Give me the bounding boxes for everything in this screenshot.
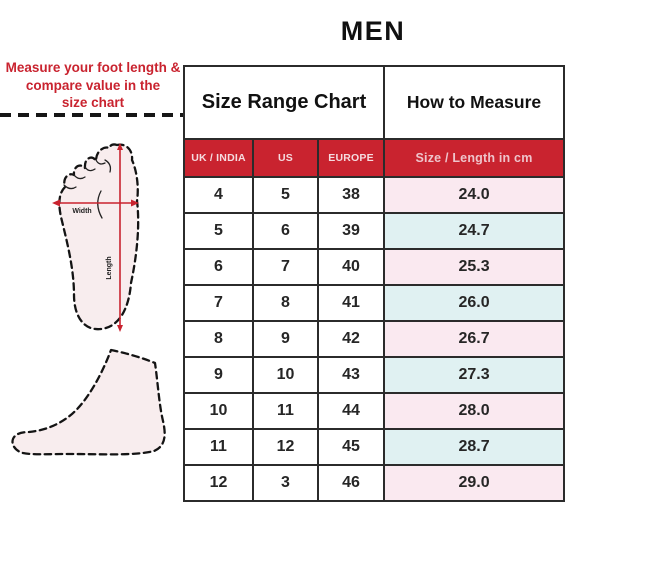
uk-india-cell: 6 (183, 248, 254, 286)
europe-cell: 38 (316, 176, 386, 214)
table-row: 5 6 39 24.7 (183, 212, 566, 250)
table-row: 11 12 45 28.7 (183, 428, 566, 466)
length-cm-cell: 24.7 (383, 212, 566, 250)
us-cell: 11 (252, 392, 319, 430)
col-header-europe: EUROPE (316, 138, 386, 178)
toe-creases (63, 159, 112, 190)
uk-india-cell: 10 (183, 392, 254, 430)
uk-india-cell: 9 (183, 356, 254, 394)
us-cell: 8 (252, 284, 319, 322)
dashed-divider (0, 113, 185, 117)
foot-side-view-illustration (11, 348, 166, 456)
col-header-us: US (252, 138, 319, 178)
us-cell: 7 (252, 248, 319, 286)
width-label: Width (72, 208, 91, 215)
length-cm-cell: 26.7 (383, 320, 566, 358)
instruction-line-1: Measure your foot length & (5, 60, 181, 75)
us-cell: 12 (252, 428, 319, 466)
table-row: 7 8 41 26.0 (183, 284, 566, 322)
europe-cell: 39 (316, 212, 386, 250)
width-arrow (52, 199, 139, 207)
foot-top-view-illustration: Width Length (52, 143, 140, 332)
table-column-header-row: UK / INDIA US EUROPE Size / Length in cm (183, 138, 566, 178)
table-row: 10 11 44 28.0 (183, 392, 566, 430)
size-table: Size Range Chart How to Measure UK / IND… (182, 65, 566, 502)
foot-outline (58, 143, 140, 331)
uk-india-cell: 8 (183, 320, 254, 358)
length-cm-cell: 27.3 (383, 356, 566, 394)
us-cell: 6 (252, 212, 319, 250)
table-row: 4 5 38 24.0 (183, 176, 566, 214)
europe-cell: 44 (316, 392, 386, 430)
instruction-line-3: size chart (61, 95, 125, 110)
uk-india-cell: 4 (183, 176, 254, 214)
col-header-length-cm: Size / Length in cm (383, 138, 566, 178)
how-to-measure-header: How to Measure (383, 65, 566, 140)
length-cm-cell: 28.0 (383, 392, 566, 430)
size-range-chart-header: Size Range Chart (182, 65, 386, 140)
size-table-body: 4 5 38 24.0 5 6 39 24.7 6 7 40 25.3 7 8 41 26.0 8 9 42 26.7… (183, 176, 566, 502)
europe-cell: 43 (316, 356, 386, 394)
length-cm-cell: 24.0 (383, 176, 566, 214)
us-cell: 9 (252, 320, 319, 358)
table-row: 12 3 46 29.0 (183, 464, 566, 502)
length-label: Length (106, 256, 113, 279)
foot-side-outline (11, 348, 166, 456)
col-header-uk-india: UK / INDIA (183, 138, 254, 178)
table-group-header-row: Size Range Chart How to Measure (182, 65, 566, 140)
length-cm-cell: 26.0 (383, 284, 566, 322)
uk-india-cell: 11 (183, 428, 254, 466)
europe-cell: 40 (316, 248, 386, 286)
instruction-text: Measure your foot length & compare value… (0, 59, 186, 112)
us-cell: 10 (252, 356, 319, 394)
table-row: 8 9 42 26.7 (183, 320, 566, 358)
europe-cell: 42 (316, 320, 386, 358)
europe-cell: 41 (316, 284, 386, 322)
europe-cell: 45 (316, 428, 386, 466)
us-cell: 3 (252, 464, 319, 502)
uk-india-cell: 12 (183, 464, 254, 502)
length-cm-cell: 25.3 (383, 248, 566, 286)
uk-india-cell: 5 (183, 212, 254, 250)
length-cm-cell: 28.7 (383, 428, 566, 466)
instruction-line-2: compare value in the (25, 77, 161, 93)
uk-india-cell: 7 (183, 284, 254, 322)
table-row: 9 10 43 27.3 (183, 356, 566, 394)
table-row: 6 7 40 25.3 (183, 248, 566, 286)
length-cm-cell: 29.0 (383, 464, 566, 502)
page-title: MEN (340, 16, 406, 46)
ball-girth-arc (97, 190, 103, 219)
length-arrow (117, 143, 123, 332)
us-cell: 5 (252, 176, 319, 214)
europe-cell: 46 (316, 464, 386, 502)
